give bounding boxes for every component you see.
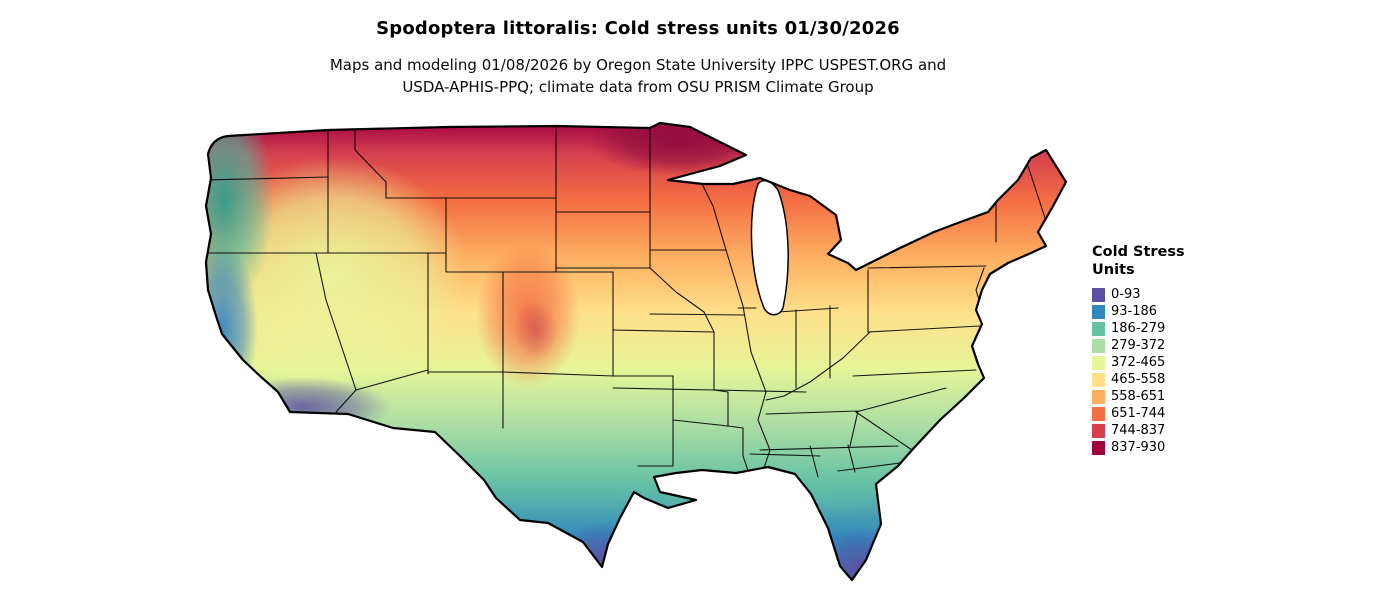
region-rockies-high — [514, 300, 558, 360]
us-map-container — [198, 120, 1068, 590]
legend-title-line-2: Units — [1092, 262, 1135, 278]
legend-item-label: 558-651 — [1111, 389, 1166, 404]
map-raster — [206, 123, 1066, 580]
legend-swatch — [1092, 287, 1105, 302]
legend-item-label: 744-837 — [1111, 423, 1166, 438]
state-borders — [206, 125, 1046, 506]
legend-item: 0-93 — [1092, 286, 1212, 303]
legend-item-label: 0-93 — [1111, 287, 1141, 302]
legend-swatch — [1092, 355, 1105, 370]
legend-items: 0-93 93-186 186-279 279-372 372-465 465-558 55… — [1092, 286, 1212, 456]
legend: Cold Stress Units 0-93 93-186 186-279 279-3… — [1092, 243, 1212, 456]
us-map — [204, 121, 1068, 582]
region-gulf-coast — [608, 464, 908, 520]
legend-swatch — [1092, 321, 1105, 336]
region-pacific-northwest — [206, 123, 274, 308]
legend-item: 837-930 — [1092, 439, 1212, 456]
legend-swatch — [1092, 423, 1105, 438]
legend-item-label: 186-279 — [1111, 321, 1166, 336]
legend-item: 372-465 — [1092, 354, 1212, 371]
legend-item-label: 372-465 — [1111, 355, 1166, 370]
legend-swatch — [1092, 389, 1105, 404]
legend-swatch — [1092, 440, 1105, 455]
legend-item-label: 279-372 — [1111, 338, 1166, 353]
subtitle-line-1: Maps and modeling 01/08/2026 by Oregon S… — [329, 56, 947, 74]
legend-swatch — [1092, 406, 1105, 421]
legend-item: 651-744 — [1092, 405, 1212, 422]
legend-item-label: 93-186 — [1111, 304, 1158, 319]
page-subtitle: Maps and modeling 01/08/2026 by Oregon S… — [148, 54, 1128, 98]
region-upper-midwest — [588, 123, 772, 176]
legend-swatch — [1092, 372, 1105, 387]
legend-item: 558-651 — [1092, 388, 1212, 405]
page-title: Spodoptera littoralis: Cold stress units… — [376, 18, 900, 39]
legend-item: 93-186 — [1092, 303, 1212, 320]
subtitle-line-2: USDA-APHIS-PPQ; climate data from OSU PR… — [402, 78, 874, 96]
legend-item-label: 651-744 — [1111, 406, 1166, 421]
legend-title-line-1: Cold Stress — [1092, 244, 1185, 260]
legend-item: 279-372 — [1092, 337, 1212, 354]
lake-michigan — [750, 179, 789, 316]
legend-item: 465-558 — [1092, 371, 1212, 388]
legend-swatch — [1092, 304, 1105, 319]
legend-swatch — [1092, 338, 1105, 353]
legend-item-label: 837-930 — [1111, 440, 1166, 455]
region-southwest-desert — [215, 377, 391, 437]
legend-item: 186-279 — [1092, 320, 1212, 337]
legend-title: Cold Stress Units — [1092, 243, 1212, 279]
legend-item-label: 465-558 — [1111, 372, 1166, 387]
legend-item: 744-837 — [1092, 422, 1212, 439]
